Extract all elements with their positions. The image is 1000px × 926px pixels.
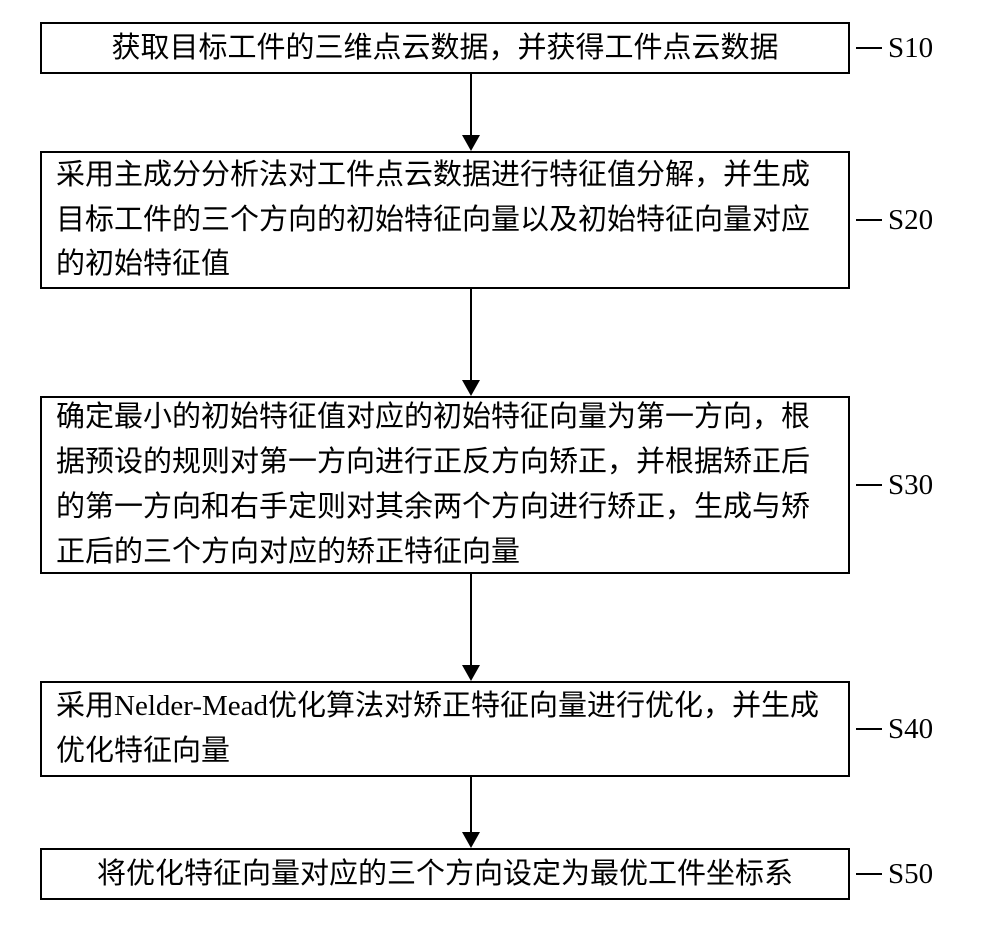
flow-node-text: 采用主成分分析法对工件点云数据进行特征值分解，并生成目标工件的三个方向的初始特征…: [56, 153, 834, 288]
arrow-shaft: [470, 289, 472, 381]
flow-label-connector: S40: [856, 713, 933, 746]
flow-arrow: [462, 74, 480, 151]
flow-node-text: 将优化特征向量对应的三个方向设定为最优工件坐标系: [97, 852, 793, 897]
flow-node-label: S30: [888, 469, 933, 502]
arrow-shaft: [470, 777, 472, 833]
tick-line: [856, 873, 882, 875]
flow-node-label: S20: [888, 204, 933, 237]
flow-node-s40: 采用Nelder-Mead优化算法对矫正特征向量进行优化，并生成优化特征向量: [40, 681, 850, 777]
flow-row: 采用Nelder-Mead优化算法对矫正特征向量进行优化，并生成优化特征向量 S…: [40, 681, 960, 777]
flow-label-connector: S50: [856, 858, 933, 891]
flowchart: 获取目标工件的三维点云数据，并获得工件点云数据 S10 采用主成分分析法对工件点…: [40, 22, 960, 900]
flow-node-s30: 确定最小的初始特征值对应的初始特征向量为第一方向，根据预设的规则对第一方向进行正…: [40, 396, 850, 574]
flow-arrow: [462, 777, 480, 848]
flow-arrow: [462, 574, 480, 681]
flow-node-s20: 采用主成分分析法对工件点云数据进行特征值分解，并生成目标工件的三个方向的初始特征…: [40, 151, 850, 289]
arrow-head-icon: [462, 135, 480, 151]
flow-arrow: [462, 289, 480, 396]
flow-row: 确定最小的初始特征值对应的初始特征向量为第一方向，根据预设的规则对第一方向进行正…: [40, 396, 960, 574]
flow-node-label: S40: [888, 713, 933, 746]
flow-node-s10: 获取目标工件的三维点云数据，并获得工件点云数据: [40, 22, 850, 74]
flow-node-s50: 将优化特征向量对应的三个方向设定为最优工件坐标系: [40, 848, 850, 900]
arrow-head-icon: [462, 665, 480, 681]
flow-node-text: 确定最小的初始特征值对应的初始特征向量为第一方向，根据预设的规则对第一方向进行正…: [56, 395, 834, 575]
flow-label-connector: S10: [856, 32, 933, 65]
flow-node-label: S10: [888, 32, 933, 65]
tick-line: [856, 484, 882, 486]
tick-line: [856, 728, 882, 730]
arrow-head-icon: [462, 832, 480, 848]
flow-node-text: 获取目标工件的三维点云数据，并获得工件点云数据: [111, 26, 778, 71]
flow-row: 采用主成分分析法对工件点云数据进行特征值分解，并生成目标工件的三个方向的初始特征…: [40, 151, 960, 289]
flow-label-connector: S20: [856, 204, 933, 237]
arrow-shaft: [470, 74, 472, 136]
flow-node-label: S50: [888, 858, 933, 891]
flow-label-connector: S30: [856, 469, 933, 502]
tick-line: [856, 47, 882, 49]
arrow-shaft: [470, 574, 472, 666]
flow-row: 将优化特征向量对应的三个方向设定为最优工件坐标系 S50: [40, 848, 960, 900]
tick-line: [856, 219, 882, 221]
arrow-head-icon: [462, 380, 480, 396]
flow-row: 获取目标工件的三维点云数据，并获得工件点云数据 S10: [40, 22, 960, 74]
flow-node-text: 采用Nelder-Mead优化算法对矫正特征向量进行优化，并生成优化特征向量: [56, 684, 834, 774]
